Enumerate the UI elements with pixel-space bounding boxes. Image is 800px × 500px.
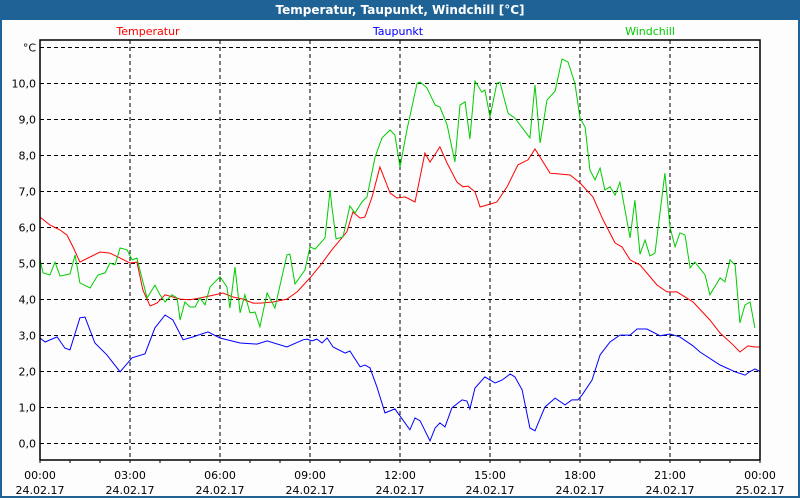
legend-taupunkt: Taupunkt xyxy=(372,25,424,38)
y-tick-label: 3,0 xyxy=(19,329,37,342)
y-tick-label: °C xyxy=(23,42,37,55)
x-tick-date: 25.02.17 xyxy=(736,484,785,497)
legend-temperatur: Temperatur xyxy=(115,25,180,38)
y-tick-label: 5,0 xyxy=(19,257,37,270)
x-tick-date: 24.02.17 xyxy=(466,484,515,497)
y-tick-label: 7,0 xyxy=(19,186,37,199)
plot-frame xyxy=(39,39,761,461)
y-tick-label: 1,0 xyxy=(19,401,37,414)
x-tick-time: 12:00 xyxy=(384,469,416,482)
x-tick-time: 03:00 xyxy=(114,469,146,482)
y-tick-label: 10,0 xyxy=(12,78,37,91)
y-tick-label: 9,0 xyxy=(19,114,37,127)
y-tick-label: 6,0 xyxy=(19,222,37,235)
x-tick-date: 24.02.17 xyxy=(106,484,155,497)
x-tick-time: 18:00 xyxy=(564,469,596,482)
y-tick-label: 2,0 xyxy=(19,365,37,378)
x-tick-time: 09:00 xyxy=(294,469,326,482)
x-tick-time: 00:00 xyxy=(24,469,56,482)
x-tick-time: 06:00 xyxy=(204,469,236,482)
window-title: Temperatur, Taupunkt, Windchill [°C] xyxy=(0,0,800,20)
x-tick-date: 24.02.17 xyxy=(196,484,245,497)
x-tick-date: 24.02.17 xyxy=(286,484,335,497)
x-tick-time: 00:00 xyxy=(744,469,776,482)
x-tick-date: 24.02.17 xyxy=(376,484,425,497)
x-tick-time: 15:00 xyxy=(474,469,506,482)
y-tick-label: 0,0 xyxy=(19,437,37,450)
series-line-taupunkt xyxy=(39,314,761,443)
y-tick-label: 4,0 xyxy=(19,293,37,306)
x-tick-date: 24.02.17 xyxy=(646,484,695,497)
legend-windchill: Windchill xyxy=(625,25,675,38)
x-tick-time: 21:00 xyxy=(654,469,686,482)
series-line-windchill xyxy=(39,58,756,329)
series-line-temperatur xyxy=(39,145,760,353)
x-tick-date: 24.02.17 xyxy=(16,484,65,497)
y-tick-label: 8,0 xyxy=(19,150,37,163)
x-tick-date: 24.02.17 xyxy=(556,484,605,497)
